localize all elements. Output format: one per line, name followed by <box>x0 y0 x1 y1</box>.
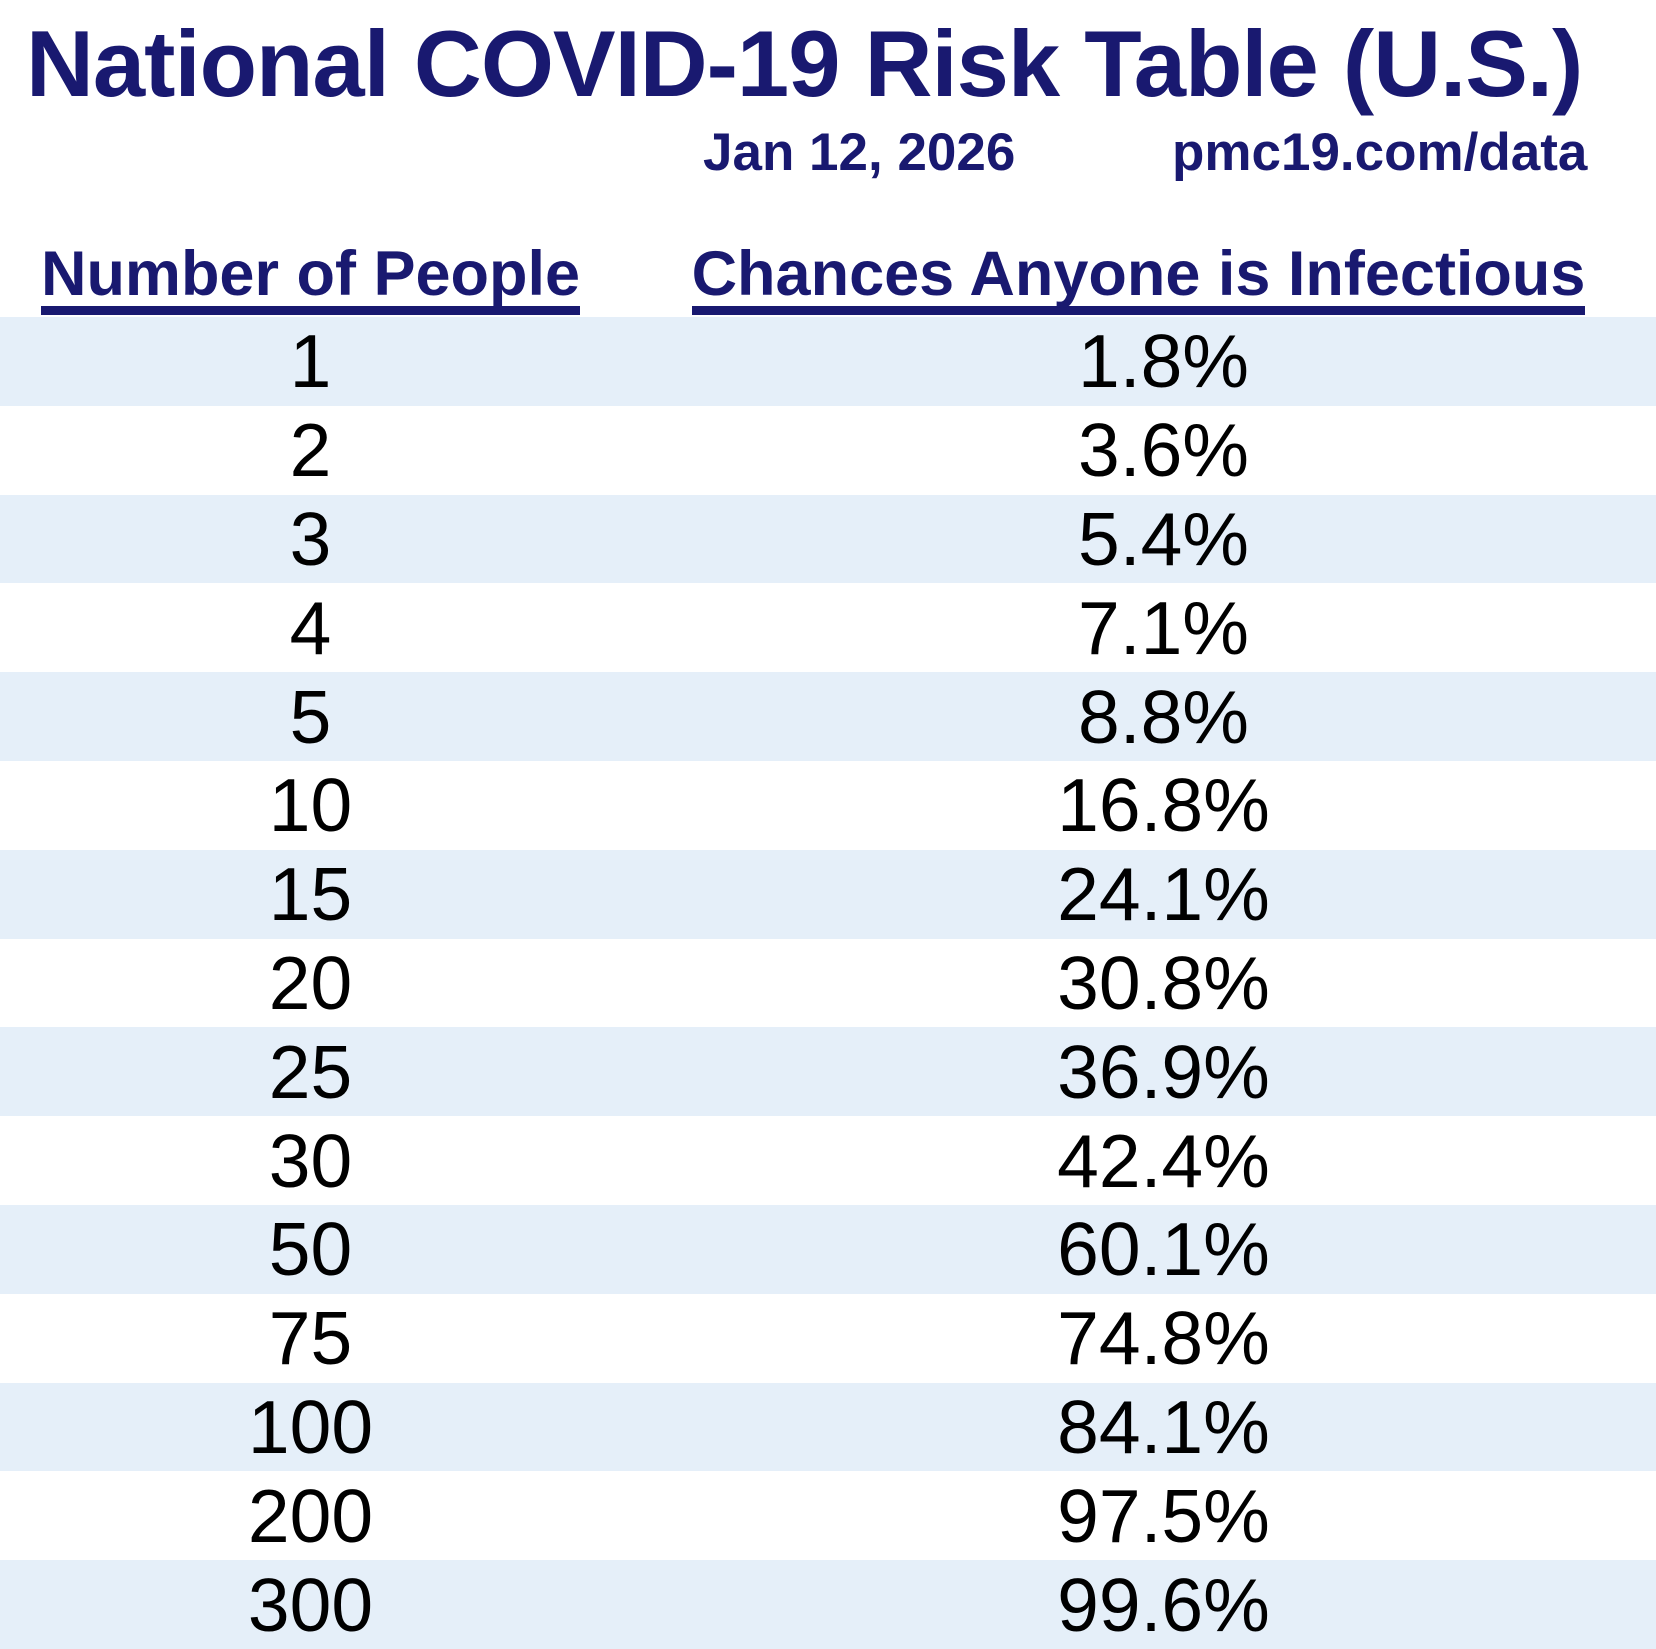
table-row: 30 42.4% <box>0 1116 1656 1205</box>
infection-chance-cell: 7.1% <box>1078 585 1249 670</box>
people-count-cell: 100 <box>247 1384 374 1469</box>
infection-chance-cell: 8.8% <box>1078 674 1249 759</box>
table-row: 75 74.8% <box>0 1294 1656 1383</box>
infection-chance-cell: 84.1% <box>1057 1384 1270 1469</box>
infection-chance-cell: 5.4% <box>1078 496 1249 581</box>
infection-chance-cell: 42.4% <box>1057 1118 1270 1203</box>
table-row: 10 16.8% <box>0 761 1656 850</box>
people-count-cell: 4 <box>289 585 332 670</box>
column-header-chances: Chances Anyone is Infectious <box>691 243 1586 315</box>
table-body: 1 1.8% 2 3.6% 3 5.4% 4 7.1% 5 8.8% 10 16.8% 15 24.1% 2… <box>0 317 1656 1649</box>
people-count-cell: 25 <box>268 1029 353 1114</box>
people-count-cell: 50 <box>268 1207 353 1292</box>
people-count-cell: 20 <box>268 940 353 1025</box>
table-row: 25 36.9% <box>0 1027 1656 1117</box>
column-header-cell-people: Number of People <box>0 243 621 315</box>
infection-chance-cell: 3.6% <box>1078 408 1249 493</box>
people-count-cell: 1 <box>289 319 332 404</box>
column-header-people: Number of People <box>40 243 581 315</box>
people-count-cell: 5 <box>289 674 332 759</box>
infection-chance-cell: 74.8% <box>1057 1296 1270 1381</box>
table-row: 2 3.6% <box>0 406 1656 495</box>
table-row: 4 7.1% <box>0 583 1656 672</box>
table-row: 200 97.5% <box>0 1471 1656 1560</box>
table-header: Number of People Chances Anyone is Infec… <box>0 243 1656 315</box>
infection-chance-cell: 16.8% <box>1057 763 1270 848</box>
page-title: National COVID-19 Risk Table (U.S.) <box>26 11 1583 116</box>
people-count-cell: 3 <box>289 496 332 581</box>
source-url: pmc19.com/data <box>1172 123 1588 182</box>
infection-chance-cell: 1.8% <box>1078 319 1249 404</box>
table-row: 300 99.6% <box>0 1560 1656 1649</box>
table-row: 5 8.8% <box>0 672 1656 761</box>
table-row: 15 24.1% <box>0 849 1656 939</box>
table-row: 1 1.8% <box>0 317 1656 406</box>
column-header-cell-chances: Chances Anyone is Infectious <box>621 243 1656 315</box>
table-row: 3 5.4% <box>0 494 1656 584</box>
people-count-cell: 10 <box>268 763 353 848</box>
people-count-cell: 2 <box>289 408 332 493</box>
people-count-cell: 15 <box>268 852 353 937</box>
people-count-cell: 75 <box>268 1296 353 1381</box>
infection-chance-cell: 36.9% <box>1057 1029 1270 1114</box>
table-row: 50 60.1% <box>0 1204 1656 1294</box>
people-count-cell: 200 <box>247 1473 374 1558</box>
infection-chance-cell: 97.5% <box>1057 1473 1270 1558</box>
people-count-cell: 300 <box>247 1562 374 1647</box>
table-row: 20 30.8% <box>0 939 1656 1028</box>
infection-chance-cell: 30.8% <box>1057 940 1270 1025</box>
infection-chance-cell: 24.1% <box>1057 852 1270 937</box>
date-label: Jan 12, 2026 <box>703 123 1016 182</box>
infection-chance-cell: 99.6% <box>1057 1562 1270 1647</box>
table-row: 100 84.1% <box>0 1382 1656 1472</box>
infection-chance-cell: 60.1% <box>1057 1207 1270 1292</box>
people-count-cell: 30 <box>268 1118 353 1203</box>
